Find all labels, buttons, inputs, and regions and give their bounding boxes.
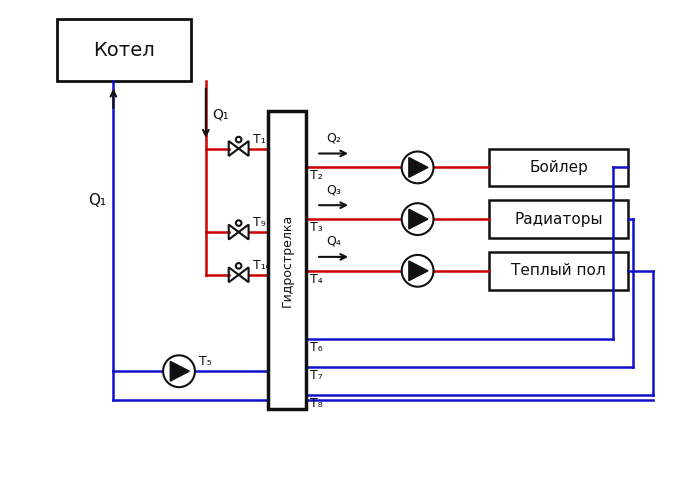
Text: T₈: T₈ bbox=[310, 397, 323, 410]
Text: T₉: T₉ bbox=[253, 216, 265, 229]
Text: Q₃: Q₃ bbox=[327, 183, 342, 196]
Bar bbox=[269, 111, 307, 409]
Text: T₇: T₇ bbox=[310, 369, 323, 382]
Text: Q₄: Q₄ bbox=[327, 235, 342, 248]
Text: Гидрострелка: Гидрострелка bbox=[281, 213, 294, 306]
Text: T₁₀: T₁₀ bbox=[253, 259, 270, 272]
Text: Q₂: Q₂ bbox=[327, 131, 342, 144]
Circle shape bbox=[163, 355, 195, 387]
Bar bbox=[57, 19, 191, 81]
Polygon shape bbox=[409, 158, 428, 177]
Text: Q₁: Q₁ bbox=[88, 193, 106, 208]
Text: Теплый пол: Теплый пол bbox=[512, 263, 606, 278]
Text: T₃: T₃ bbox=[310, 221, 323, 234]
Circle shape bbox=[402, 255, 433, 287]
Bar bbox=[489, 149, 629, 186]
Text: T₆: T₆ bbox=[310, 341, 323, 354]
Circle shape bbox=[402, 152, 433, 184]
Bar bbox=[489, 200, 629, 238]
Text: T₁: T₁ bbox=[253, 132, 265, 145]
Polygon shape bbox=[409, 261, 428, 281]
Polygon shape bbox=[409, 209, 428, 229]
Text: T₂: T₂ bbox=[310, 169, 323, 183]
Text: T₅: T₅ bbox=[199, 355, 211, 368]
Text: T₄: T₄ bbox=[310, 273, 323, 286]
Text: Бойлер: Бойлер bbox=[529, 160, 588, 175]
Bar bbox=[489, 252, 629, 290]
Text: Радиаторы: Радиаторы bbox=[514, 212, 603, 227]
Text: Q₁: Q₁ bbox=[212, 108, 228, 122]
Text: Котел: Котел bbox=[93, 41, 155, 60]
Polygon shape bbox=[170, 361, 189, 381]
Circle shape bbox=[402, 203, 433, 235]
